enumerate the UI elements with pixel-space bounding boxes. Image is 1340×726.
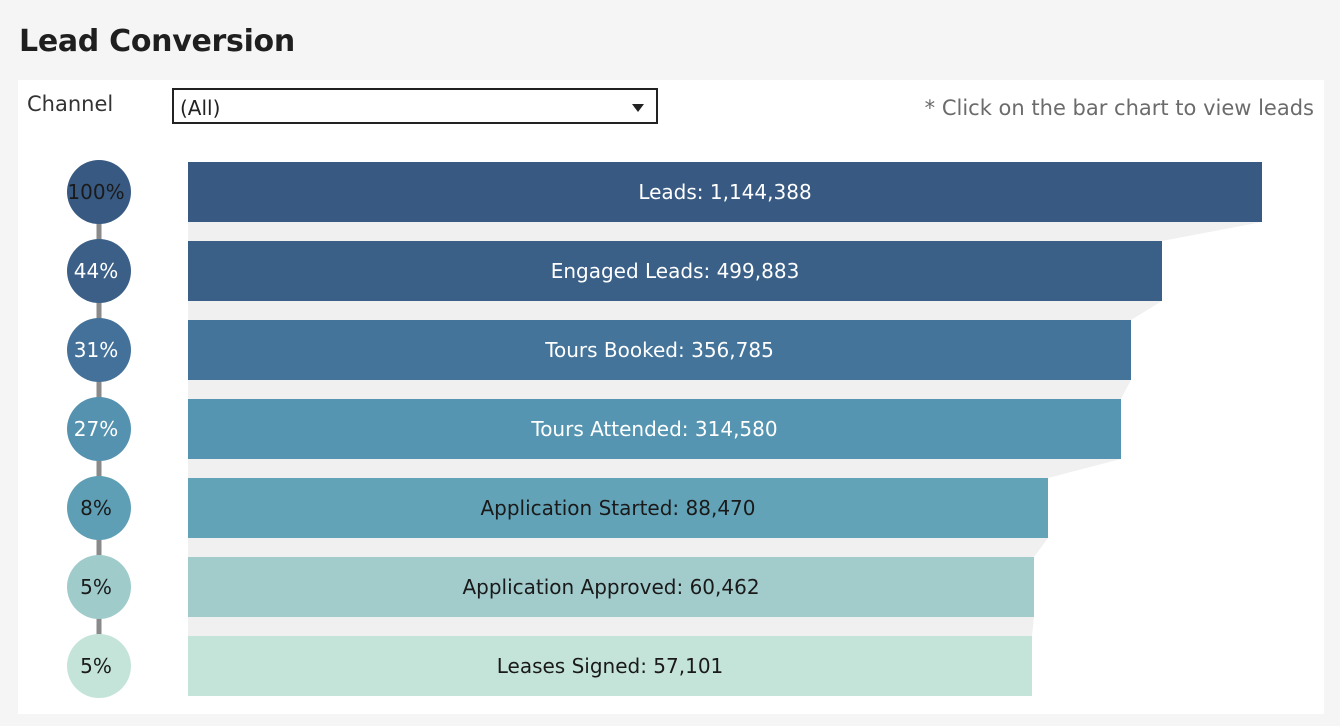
conversion-circle [67, 239, 131, 303]
conversion-label: 31% [74, 338, 118, 362]
bar-label: Application Approved: 60,462 [462, 575, 759, 599]
conversion-circle [67, 555, 131, 619]
conversion-label: 44% [74, 259, 118, 283]
funnel-bar[interactable] [188, 162, 1262, 222]
conversion-circle [67, 318, 131, 382]
funnel-bar[interactable] [188, 636, 1032, 696]
channel-filter-value: (All) [180, 96, 221, 120]
click-hint: * Click on the bar chart to view leads [924, 96, 1314, 120]
funnel-bar[interactable] [188, 399, 1121, 459]
conversion-label: 5% [80, 575, 112, 599]
funnel-bar[interactable] [188, 557, 1034, 617]
conversion-label: 100% [67, 180, 124, 204]
chevron-down-icon [632, 104, 644, 112]
page-title: Lead Conversion [19, 24, 295, 59]
bar-label: Leads: 1,144,388 [638, 180, 811, 204]
conversion-label: 8% [80, 496, 112, 520]
bar-label: Tours Attended: 314,580 [530, 417, 777, 441]
conversion-circle [67, 160, 131, 224]
funnel-bar[interactable] [188, 320, 1131, 380]
bar-label: Application Started: 88,470 [480, 496, 755, 520]
channel-filter-label: Channel [27, 92, 114, 116]
conversion-circle [67, 397, 131, 461]
bar-label: Leases Signed: 57,101 [497, 654, 724, 678]
conversion-circle [67, 476, 131, 540]
bar-label: Tours Booked: 356,785 [544, 338, 774, 362]
bar-label: Engaged Leads: 499,883 [551, 259, 800, 283]
conversion-circle [67, 634, 131, 698]
funnel-bar[interactable] [188, 478, 1048, 538]
funnel-bar[interactable] [188, 241, 1162, 301]
conversion-label: 27% [74, 417, 118, 441]
conversion-label: 5% [80, 654, 112, 678]
channel-filter-select[interactable]: (All) [172, 88, 658, 124]
